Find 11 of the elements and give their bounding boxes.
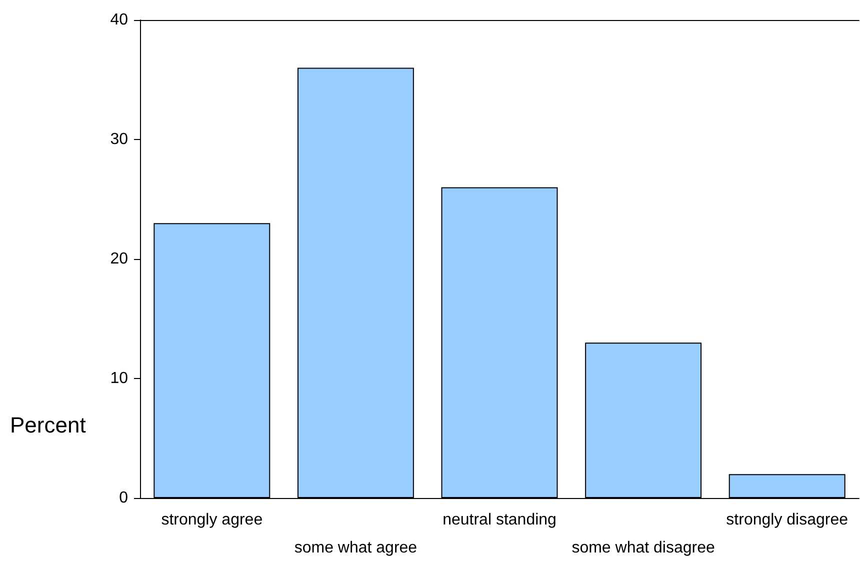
x-tick-label: strongly disagree [726,512,848,528]
x-tick-label: strongly agree [161,512,263,528]
y-tick-label: 10 [110,370,128,387]
x-tick-label: some what agree [294,540,418,556]
y-tick-label: 30 [110,131,128,148]
y-tick-label: 40 [110,12,128,28]
y-axis-title: Percent [10,412,86,438]
y-tick-label: 20 [110,250,128,268]
x-tick-label: some what disagree [572,540,715,556]
y-tick-label: 0 [119,490,128,506]
x-tick-label: neutral standing [442,512,556,528]
